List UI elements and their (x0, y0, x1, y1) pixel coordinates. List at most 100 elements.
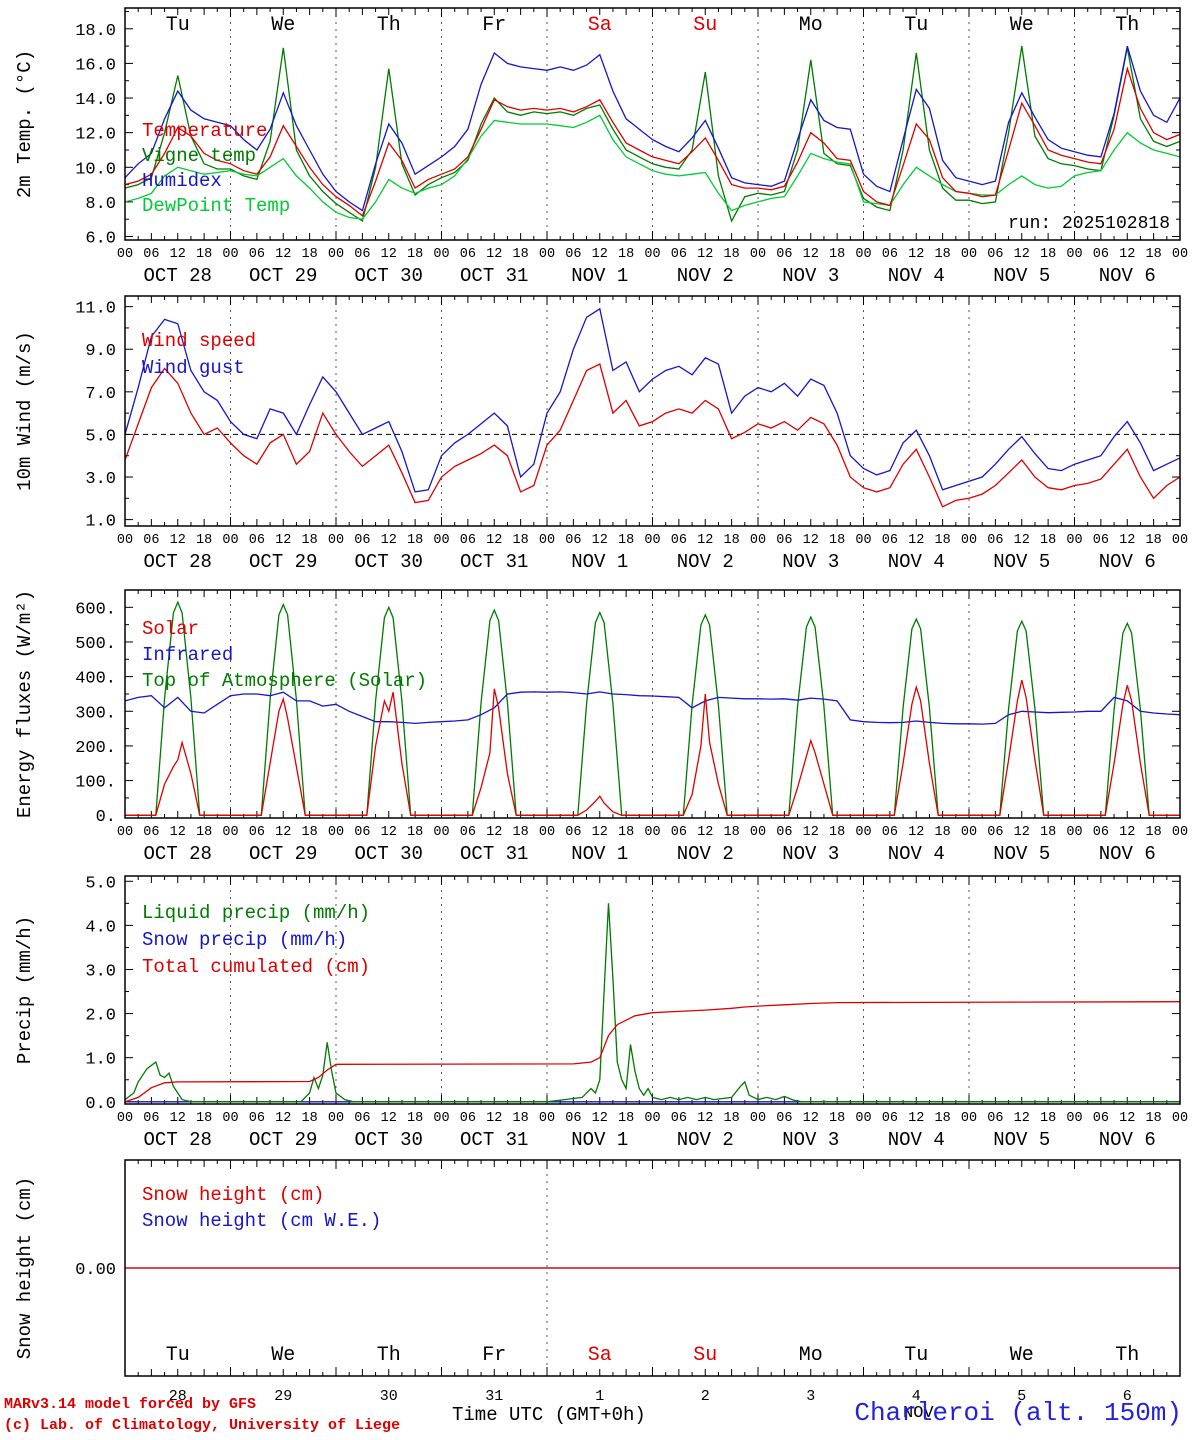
hour-tick-label: 12 (697, 247, 713, 262)
day-number-label: 31 (485, 1388, 503, 1405)
day-number-label: 30 (380, 1388, 398, 1405)
y-tick-label: 16.0 (75, 56, 116, 75)
hour-tick-label: 12 (1119, 825, 1135, 840)
weekday-label: Fr (482, 14, 506, 37)
hour-tick-label: 00 (539, 533, 555, 548)
hour-tick-label: 06 (460, 1111, 476, 1126)
hour-tick-label: 12 (1014, 533, 1030, 548)
series-liquid-precip (125, 903, 1180, 1103)
hour-tick-label: 00 (855, 1111, 871, 1126)
hour-tick-label: 00 (961, 247, 977, 262)
hour-tick-label: 00 (433, 825, 449, 840)
hour-tick-label: 12 (486, 1111, 502, 1126)
legend-energy_fluxes-0: Solar (142, 618, 199, 640)
series-vigne-temp (125, 46, 1180, 223)
y-tick-label: 3.0 (85, 470, 116, 489)
hour-tick-label: 18 (407, 247, 423, 262)
hour-tick-label: 06 (354, 1111, 370, 1126)
chart-panel-temperature: 6.0 8.0 10.0 12.0 14.0 16.0 18.0 Temperature Vig… (14, 7, 1188, 287)
hour-tick-label: 00 (117, 533, 133, 548)
series-humidex (125, 45, 1180, 212)
hour-tick-label: 06 (354, 825, 370, 840)
date-label: NOV 1 (571, 265, 628, 287)
date-label: OCT 31 (460, 843, 528, 864)
month-label: NOV (903, 1404, 934, 1423)
hour-tick-label: 00 (1066, 1111, 1082, 1126)
hour-tick-label: 12 (275, 1111, 291, 1126)
hour-tick-label: 00 (644, 247, 660, 262)
legend-temperature_2m-3: DewPoint Temp (142, 195, 290, 217)
date-label: OCT 28 (144, 265, 212, 287)
hour-tick-label: 06 (1093, 825, 1109, 840)
y-tick-label: 9.0 (85, 342, 116, 361)
hour-tick-label: 12 (908, 1111, 924, 1126)
date-label: OCT 31 (460, 265, 528, 287)
hour-tick-label: 12 (170, 533, 186, 548)
hour-tick-label: 00 (1172, 533, 1188, 548)
hour-tick-label: 18 (618, 1111, 634, 1126)
hour-tick-label: 12 (697, 1111, 713, 1126)
y-tick-label: 0. (96, 808, 116, 827)
hour-tick-label: 06 (565, 825, 581, 840)
y-tick-label: 100. (75, 774, 116, 793)
y-tick-label: 3.0 (85, 962, 116, 981)
y-tick-label: 6.0 (85, 230, 116, 249)
hour-tick-label: 00 (855, 247, 871, 262)
y-axis-title: 2m Temp. (°C) (14, 50, 36, 198)
weekday-label: Mo (799, 1344, 823, 1367)
hour-tick-label: 18 (196, 247, 212, 262)
hour-tick-label: 18 (935, 1111, 951, 1126)
weekday-label: Mo (799, 14, 823, 37)
hour-tick-label: 18 (1040, 1111, 1056, 1126)
hour-tick-label: 06 (143, 533, 159, 548)
hour-tick-label: 12 (592, 533, 608, 548)
hour-tick-label: 00 (222, 247, 238, 262)
hour-tick-label: 06 (460, 825, 476, 840)
hour-tick-label: 00 (855, 533, 871, 548)
snow_height-plot: 0.00 Snow height (cm) Snow height (cm W.E.… (14, 1159, 1181, 1405)
hour-tick-label: 18 (829, 247, 845, 262)
date-label: NOV 4 (888, 551, 945, 573)
weekday-label: Th (377, 14, 401, 37)
y-tick-label: 4.0 (85, 918, 116, 937)
date-label: OCT 29 (249, 265, 317, 287)
series-total-cumulated (125, 1001, 1180, 1103)
hour-tick-label: 00 (433, 533, 449, 548)
hour-tick-label: 12 (803, 825, 819, 840)
hour-tick-label: 00 (750, 533, 766, 548)
legend-wind_10m-1: Wind gust (142, 357, 245, 379)
y-tick-label: 18.0 (75, 22, 116, 41)
series-wind-gust (125, 307, 1180, 493)
hour-tick-label: 00 (117, 1111, 133, 1126)
date-label: NOV 6 (1099, 843, 1156, 864)
day-number-label: 2 (701, 1388, 710, 1405)
y-tick-label: 11.0 (75, 300, 116, 319)
series-top-of-atmosphere-solar (125, 600, 1180, 816)
hour-tick-label: 06 (460, 533, 476, 548)
y-tick-label: 5.0 (85, 427, 116, 446)
hour-tick-label: 12 (592, 247, 608, 262)
hour-tick-label: 12 (1014, 1111, 1030, 1126)
y-tick-label: 10.0 (75, 160, 116, 179)
hour-tick-label: 12 (381, 1111, 397, 1126)
day-number-label: 1 (595, 1388, 604, 1405)
hour-tick-label: 18 (1146, 533, 1162, 548)
y-tick-label: 200. (75, 739, 116, 758)
hour-tick-label: 12 (170, 1111, 186, 1126)
hour-tick-label: 00 (328, 1111, 344, 1126)
hour-tick-label: 06 (987, 1111, 1003, 1126)
hour-tick-label: 06 (1093, 533, 1109, 548)
plot-frame (124, 1159, 1181, 1377)
hour-tick-label: 06 (987, 533, 1003, 548)
series-dewpoint-temp (125, 114, 1180, 220)
x-axis-title: Time UTC (GMT+0h) (452, 1404, 646, 1426)
weekday-label: Sa (588, 14, 612, 37)
hour-tick-label: 00 (328, 825, 344, 840)
hour-tick-label: 18 (829, 825, 845, 840)
date-label: NOV 2 (677, 265, 734, 287)
hour-tick-label: 06 (354, 533, 370, 548)
date-label: NOV 6 (1099, 265, 1156, 287)
hour-tick-label: 06 (249, 1111, 265, 1126)
series-infrared (125, 691, 1180, 725)
hour-tick-label: 00 (433, 247, 449, 262)
